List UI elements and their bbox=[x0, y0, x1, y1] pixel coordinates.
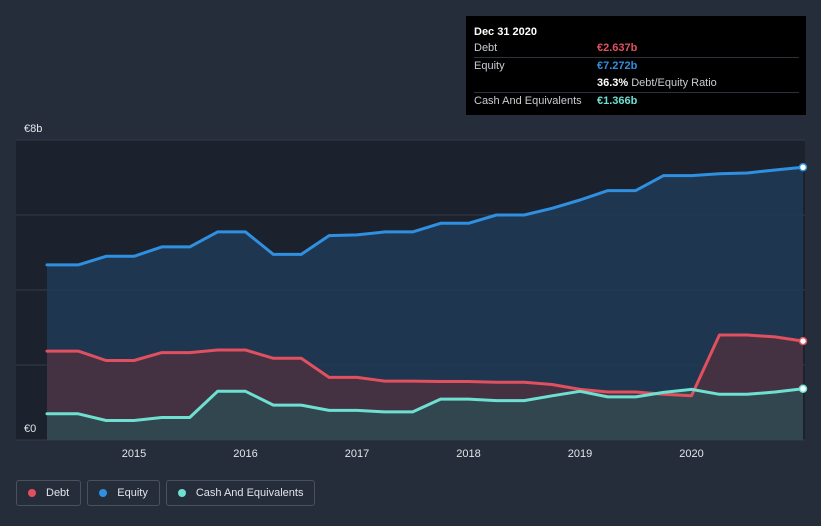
cash-and-equivalents-endpoint bbox=[798, 384, 808, 394]
x-axis-tick-label: 2017 bbox=[345, 448, 369, 460]
tooltip-row-debt: Debt €2.637b bbox=[474, 40, 799, 58]
tooltip-row-ratio: 36.3% Debt/Equity Ratio bbox=[474, 75, 799, 93]
y-axis-tick-label: €0 bbox=[24, 423, 36, 435]
legend-cash-label: Cash And Equivalents bbox=[195, 487, 304, 499]
legend-debt-dot-icon bbox=[28, 489, 36, 497]
equity-line bbox=[45, 165, 805, 267]
x-axis-tick-label: 2020 bbox=[679, 448, 703, 460]
legend-equity-toggle[interactable]: Equity bbox=[87, 480, 160, 506]
tooltip-cash-label: Cash And Equivalents bbox=[474, 95, 582, 107]
equity-endpoint bbox=[798, 163, 808, 172]
cash-and-equivalents-line bbox=[45, 387, 805, 422]
tooltip-equity-value: €7.272b bbox=[597, 60, 638, 72]
x-axis-tick-label: 2019 bbox=[568, 448, 592, 460]
tooltip-ratio-suffix: Debt/Equity Ratio bbox=[631, 77, 717, 89]
tooltip-ratio-value: 36.3% bbox=[597, 77, 629, 89]
chart-legend: Debt Equity Cash And Equivalents bbox=[16, 480, 316, 506]
x-axis-tick-label: 2015 bbox=[122, 448, 146, 460]
tooltip-row-cash: Cash And Equivalents €1.366b bbox=[474, 93, 799, 110]
data-tooltip: Dec 31 2020 Debt €2.637b Equity €7.272b … bbox=[466, 16, 806, 115]
tooltip-equity-label: Equity bbox=[474, 60, 505, 72]
legend-equity-dot-icon bbox=[99, 489, 108, 497]
legend-debt-toggle[interactable]: Debt bbox=[16, 480, 82, 506]
legend-cash-dot-icon bbox=[177, 489, 186, 497]
tooltip-debt-value: €2.637b bbox=[597, 42, 638, 54]
y-axis-tick-label: €8b bbox=[24, 123, 42, 135]
x-axis-tick-label: 2018 bbox=[456, 448, 480, 460]
debt-endpoint bbox=[798, 336, 808, 346]
legend-debt-label: Debt bbox=[46, 487, 70, 499]
tooltip-row-equity: Equity €7.272b bbox=[474, 58, 799, 75]
cash-and-equivalents-area bbox=[47, 388, 803, 440]
legend-equity-label: Equity bbox=[117, 487, 148, 499]
legend-cash-toggle[interactable]: Cash And Equivalents bbox=[165, 480, 316, 506]
x-axis-tick-label: 2016 bbox=[233, 448, 257, 460]
tooltip-debt-label: Debt bbox=[474, 42, 498, 54]
tooltip-date: Dec 31 2020 bbox=[474, 26, 537, 38]
debt-line bbox=[45, 333, 805, 398]
tooltip-cash-value: €1.366b bbox=[597, 95, 638, 107]
